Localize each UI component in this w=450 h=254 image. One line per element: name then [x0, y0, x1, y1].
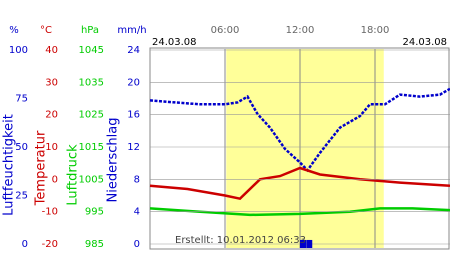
y-tick-label: 75 — [15, 94, 28, 105]
y-tick-label: -10 — [42, 207, 58, 218]
precip-bar — [300, 239, 306, 248]
y-tick-label: 0 — [134, 239, 140, 250]
y-tick-label: 20 — [127, 77, 140, 88]
y-tick-label: 0 — [22, 239, 28, 250]
axis-unit: hPa — [81, 25, 99, 36]
x-tick-label: 06:00 — [211, 25, 240, 36]
plot-area — [149, 49, 450, 248]
series-line — [149, 166, 450, 201]
y-tick-label: -20 — [42, 239, 58, 250]
date-right: 24.03.08 — [402, 37, 447, 48]
precip-bar — [306, 239, 313, 248]
y-tick-label: 1045 — [79, 45, 104, 56]
date-left: 24.03.08 — [152, 37, 197, 48]
axis-unit: mm/h — [117, 25, 146, 36]
y-tick-label: 16 — [127, 110, 140, 121]
footer: Erstellt: 10.01.2012 06:33 — [175, 235, 306, 246]
y-tick-label: 4 — [134, 207, 140, 218]
x-tick-label: 18:00 — [361, 25, 390, 36]
axis-label: Luftdruck — [66, 144, 81, 206]
y-tick-label: 30 — [45, 77, 58, 88]
y-tick-label: 1025 — [79, 110, 104, 121]
series-line — [149, 207, 450, 217]
axis-unit: % — [9, 25, 19, 36]
axis-label: Temperatur — [34, 130, 49, 206]
axis-unit: °C — [40, 25, 52, 36]
y-tick-label: 100 — [9, 45, 28, 56]
axis-label: Niederschlag — [106, 118, 121, 203]
axis-label: Luftfeuchtigkeit — [2, 114, 17, 216]
y-tick-label: 20 — [45, 110, 58, 121]
y-tick-label: 8 — [134, 174, 140, 185]
y-tick-label: 985 — [85, 239, 104, 250]
y-tick-label: 24 — [127, 45, 140, 56]
series-line — [149, 87, 450, 173]
y-tick-label: 10 — [45, 142, 58, 153]
y-tick-label: 1005 — [79, 174, 104, 185]
y-tick-label: 0 — [52, 174, 58, 185]
x-tick-label: 12:00 — [286, 25, 315, 36]
y-tick-label: 1035 — [79, 77, 104, 88]
y-tick-label: 25 — [15, 191, 28, 202]
y-tick-label: 40 — [45, 45, 58, 56]
y-tick-label: 995 — [85, 207, 104, 218]
daylight-band — [226, 49, 384, 248]
y-tick-label: 12 — [127, 142, 140, 153]
y-tick-label: 1015 — [79, 142, 104, 153]
y-tick-label: 50 — [15, 142, 28, 153]
